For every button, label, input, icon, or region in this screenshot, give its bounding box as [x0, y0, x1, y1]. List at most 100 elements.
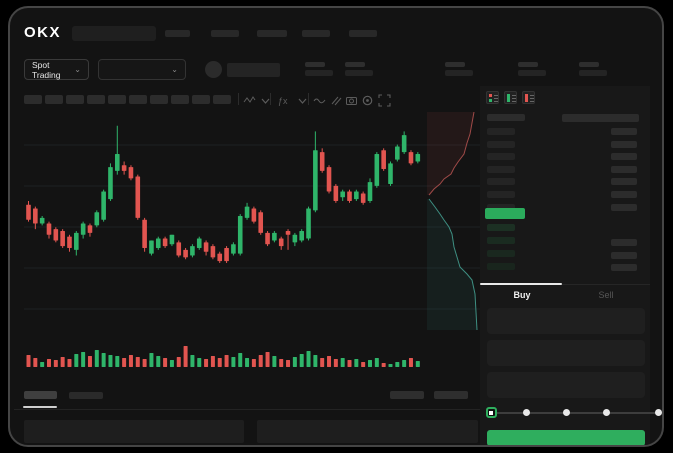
interval-button-placeholder[interactable] — [129, 95, 147, 104]
ask-price-placeholder[interactable] — [487, 153, 515, 160]
glyph — [512, 95, 516, 96]
nav-item-placeholder[interactable] — [165, 30, 190, 37]
bid-size-placeholder[interactable] — [611, 264, 637, 271]
pair-name-placeholder — [227, 63, 280, 77]
glyph — [489, 94, 492, 97]
chevron-down-icon[interactable] — [296, 94, 309, 107]
interval-button-placeholder[interactable] — [87, 95, 105, 104]
amount-slider-track[interactable] — [491, 412, 658, 414]
compare-icon[interactable] — [329, 94, 342, 107]
ask-size-placeholder[interactable] — [611, 204, 637, 211]
ask-price-placeholder[interactable] — [487, 128, 515, 135]
interval-button-placeholder[interactable] — [45, 95, 63, 104]
glyph — [507, 94, 510, 102]
ask-size-placeholder[interactable] — [611, 153, 637, 160]
glyph — [512, 98, 516, 99]
book-bids-icon[interactable] — [504, 91, 517, 104]
pair-icon[interactable] — [205, 61, 222, 78]
okx-logo[interactable]: OKX — [24, 24, 62, 41]
active-tab-indicator — [23, 406, 57, 408]
order-input-placeholder[interactable] — [487, 372, 645, 398]
ask-price-placeholder[interactable] — [487, 204, 515, 211]
slider-stop[interactable] — [522, 409, 530, 416]
ask-size-placeholder[interactable] — [611, 166, 637, 173]
wave-icon[interactable] — [313, 94, 326, 107]
ask-size-placeholder[interactable] — [611, 128, 637, 135]
glyph — [512, 101, 516, 102]
market-type-selector[interactable]: Spot Trading ⌄ — [24, 59, 89, 80]
fullscreen-icon[interactable] — [378, 94, 391, 107]
nav-item-placeholder[interactable] — [349, 30, 377, 37]
orders-action-placeholder[interactable] — [390, 391, 424, 399]
settings-icon[interactable] — [361, 94, 374, 107]
nav-item-placeholder[interactable] — [211, 30, 239, 37]
slider-handle[interactable] — [485, 407, 497, 418]
buy-tab-indicator — [480, 283, 562, 285]
divider — [562, 284, 650, 285]
volume-pane — [26, 346, 420, 367]
glyph — [494, 101, 498, 102]
ask-price-placeholder[interactable] — [487, 178, 515, 185]
orders-tab-active[interactable] — [24, 391, 57, 399]
line-style-icon[interactable] — [243, 94, 256, 107]
interval-button-placeholder[interactable] — [150, 95, 168, 104]
stat-label-placeholder — [305, 62, 325, 67]
divider — [14, 409, 480, 410]
camera-icon[interactable] — [345, 94, 358, 107]
bid-price-placeholder[interactable] — [487, 250, 515, 257]
nav-item-placeholder[interactable] — [257, 30, 287, 37]
interval-button-placeholder[interactable] — [213, 95, 231, 104]
bid-price-placeholder[interactable] — [487, 237, 515, 244]
bid-price-placeholder[interactable] — [487, 224, 515, 231]
slider-stop[interactable] — [562, 409, 570, 416]
ask-size-placeholder[interactable] — [611, 178, 637, 185]
glyph — [530, 95, 534, 96]
app-window: OKX Spot Trading ⌄ ⌄ ƒx — [8, 6, 664, 447]
buy-submit-button[interactable] — [487, 430, 645, 445]
slider-stop[interactable] — [602, 409, 610, 416]
indicators-icon[interactable]: ƒx — [276, 94, 289, 107]
glyph — [530, 98, 534, 99]
search-placeholder[interactable] — [72, 26, 156, 41]
nav-item-placeholder[interactable] — [302, 30, 330, 37]
interval-button-placeholder[interactable] — [192, 95, 210, 104]
stat-value-placeholder — [579, 70, 607, 76]
stat-value-placeholder — [305, 70, 333, 76]
interval-button-placeholder[interactable] — [108, 95, 126, 104]
tab-buy[interactable]: Buy — [513, 290, 531, 300]
order-input-placeholder[interactable] — [487, 308, 645, 334]
order-input-placeholder[interactable] — [487, 340, 645, 366]
stat-value-placeholder — [518, 70, 546, 76]
interval-button-placeholder[interactable] — [24, 95, 42, 104]
stat-value-placeholder — [345, 70, 373, 76]
tab-sell[interactable]: Sell — [598, 290, 614, 300]
slider-stop[interactable] — [654, 409, 662, 416]
ask-size-placeholder[interactable] — [611, 141, 637, 148]
svg-text:ƒx: ƒx — [278, 96, 288, 106]
ask-price-placeholder[interactable] — [487, 166, 515, 173]
pair-selector[interactable]: ⌄ — [98, 59, 186, 80]
bid-price-placeholder[interactable] — [487, 263, 515, 270]
ask-size-placeholder[interactable] — [611, 191, 637, 198]
slider-handle-dot — [489, 410, 493, 415]
book-both-icon[interactable] — [486, 91, 499, 104]
interval-button-placeholder[interactable] — [171, 95, 189, 104]
stat-label-placeholder — [518, 62, 538, 67]
glyph — [530, 101, 534, 102]
orders-tab-inactive[interactable] — [69, 392, 103, 399]
stat-label-placeholder — [445, 62, 465, 67]
ask-price-placeholder[interactable] — [487, 141, 515, 148]
bid-size-placeholder[interactable] — [611, 252, 637, 259]
book-asks-icon[interactable] — [522, 91, 535, 104]
orders-action-placeholder[interactable] — [434, 391, 468, 399]
stat-value-placeholder — [445, 70, 473, 76]
glyph — [494, 95, 498, 96]
interval-button-placeholder[interactable] — [66, 95, 84, 104]
glyph — [489, 99, 492, 102]
ask-price-placeholder[interactable] — [487, 191, 515, 198]
chevron-down-icon: ⌄ — [74, 64, 81, 74]
market-type-label: Spot Trading — [32, 59, 61, 80]
bid-size-placeholder[interactable] — [611, 239, 637, 246]
candlestick-chart[interactable] — [24, 114, 480, 338]
chevron-down-icon[interactable] — [259, 94, 272, 107]
